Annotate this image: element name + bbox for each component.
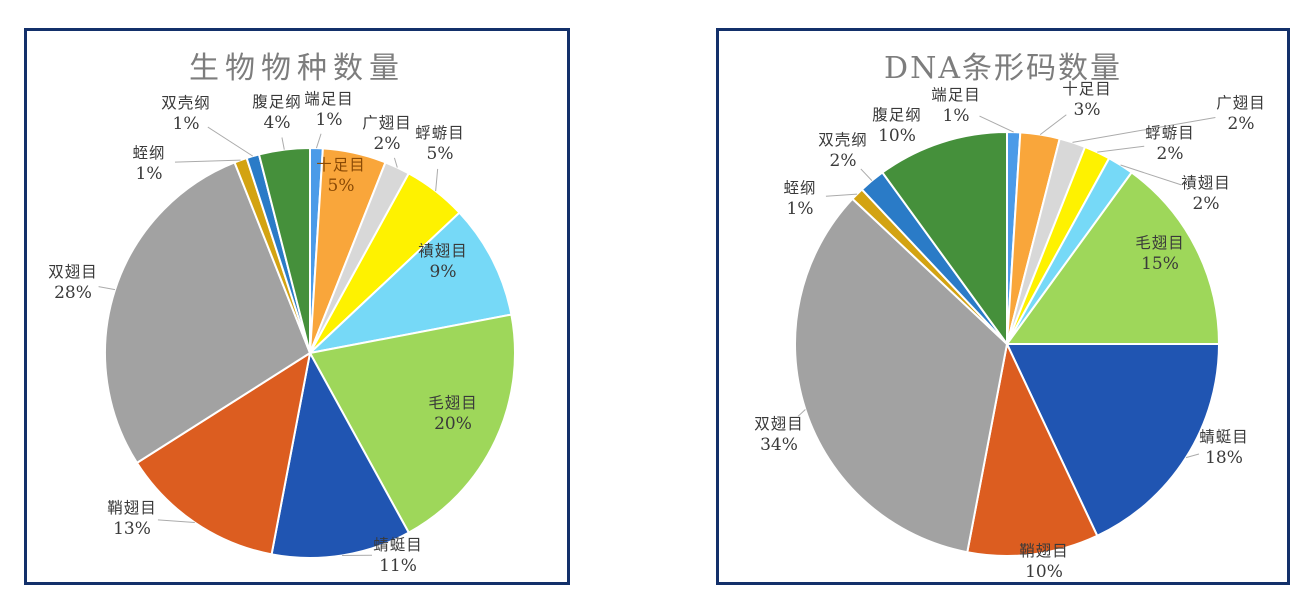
slice-percent-label: 20% — [434, 414, 472, 434]
leader-line — [1185, 453, 1200, 459]
slice-name-label: 襀翅目 — [418, 242, 468, 260]
slice-name-label: 鞘翅目 — [1019, 542, 1069, 560]
slice-name-label: 毛翅目 — [428, 394, 478, 412]
leader-line — [1039, 114, 1067, 136]
leader-line — [435, 168, 439, 192]
leader-line — [979, 115, 1014, 133]
slice-percent-label: 5% — [427, 144, 454, 164]
slice-percent-label: 34% — [760, 435, 798, 455]
leader-line — [1097, 145, 1145, 153]
species-count-pie: 端足目 1% 十足目 5% 广翅目 2% 蜉蝣目 5% 襀翅目 9% 毛翅目 20% 蜻蜓目 11% 鞘翅目… — [48, 90, 516, 576]
dna-barcode-chart-panel: DNA条形码数量 端足目 1% 十足目 3% 广翅目 2% 蜉蝣目 2% 襀翅目 2% 毛翅目 15%… — [716, 28, 1290, 585]
slice-percent-label: 3% — [1074, 100, 1101, 120]
pie-slice — [1005, 171, 1221, 345]
slice-percent-label: 2% — [1157, 144, 1184, 164]
chart-title: DNA条形码数量 — [884, 51, 1122, 86]
leader-line — [315, 133, 322, 149]
slice-name-label: 毛翅目 — [1135, 234, 1185, 252]
slice-name-label: 蛭纲 — [783, 179, 816, 197]
slice-percent-label: 1% — [136, 164, 163, 184]
slice-name-label: 广翅目 — [1216, 94, 1266, 112]
slice-percent-label: 5% — [328, 176, 355, 196]
leader-line — [98, 286, 116, 291]
pie-slice — [257, 146, 311, 354]
leader-line — [207, 126, 254, 157]
slice-name-label: 襀翅目 — [1181, 174, 1231, 192]
slice-name-label: 蜉蝣目 — [1145, 124, 1195, 142]
slice-percent-label: 9% — [430, 262, 457, 282]
species-count-chart-panel: 生物物种数量 端足目 1% 十足目 5% 广翅目 2% 蜉蝣目 5% 襀翅目 9% 毛翅目 20% 蜻蜓… — [24, 28, 570, 585]
slice-name-label: 十足目 — [1062, 80, 1112, 98]
slice-percent-label: 2% — [1193, 194, 1220, 214]
pie-slice — [880, 130, 1008, 348]
slice-percent-label: 28% — [54, 283, 92, 303]
slice-name-label: 双翅目 — [754, 415, 804, 433]
slice-name-label: 十足目 — [316, 156, 366, 174]
leader-line — [825, 193, 858, 197]
pie-slice — [104, 161, 312, 465]
slice-percent-label: 1% — [943, 106, 970, 126]
leader-line — [393, 157, 398, 168]
slice-name-label: 鞘翅目 — [107, 499, 157, 517]
pie-slice — [135, 350, 312, 556]
pie-slice — [966, 340, 1099, 557]
slice-percent-label: 10% — [878, 126, 916, 146]
leader-line — [174, 159, 241, 163]
slice-name-label: 广翅目 — [362, 114, 412, 132]
slice-percent-label: 2% — [1228, 114, 1255, 134]
slice-percent-label: 15% — [1141, 254, 1179, 274]
slice-name-label: 端足目 — [931, 86, 981, 104]
leader-line — [157, 519, 195, 524]
slice-name-label: 蜉蝣目 — [415, 124, 465, 142]
dna-barcode-pie: 端足目 1% 十足目 3% 广翅目 2% 蜉蝣目 2% 襀翅目 2% 毛翅目 15% 蜻蜓目 18% 鞘翅目… — [754, 80, 1266, 582]
slice-name-label: 腹足纲 — [872, 106, 922, 124]
chart-title: 生物物种数量 — [189, 51, 405, 86]
slice-percent-label: 1% — [787, 199, 814, 219]
leader-line — [1072, 116, 1216, 143]
slice-name-label: 双壳纲 — [818, 131, 868, 149]
slice-name-label: 端足目 — [304, 90, 354, 108]
slice-percent-label: 18% — [1205, 448, 1243, 468]
leader-line — [1120, 164, 1182, 186]
slice-name-label: 蜻蜓目 — [373, 536, 423, 554]
pie-slice — [306, 211, 513, 355]
leader-line — [281, 137, 285, 150]
slice-percent-label: 4% — [264, 113, 291, 133]
slice-percent-label: 11% — [379, 556, 417, 576]
slice-percent-label: 1% — [316, 110, 343, 130]
pie-slice — [308, 313, 516, 535]
slice-name-label: 双壳纲 — [161, 94, 211, 112]
pie-slice — [1005, 343, 1221, 538]
leader-line — [797, 409, 806, 417]
slice-name-label: 蛭纲 — [132, 144, 165, 162]
slice-percent-label: 10% — [1025, 562, 1063, 582]
slice-name-label: 双翅目 — [48, 263, 98, 281]
slice-percent-label: 2% — [830, 151, 857, 171]
slice-percent-label: 2% — [374, 134, 401, 154]
slice-percent-label: 13% — [113, 519, 151, 539]
slice-percent-label: 1% — [173, 114, 200, 134]
pie-slice — [794, 197, 1009, 554]
slice-name-label: 腹足纲 — [252, 93, 302, 111]
slice-name-label: 蜻蜓目 — [1199, 428, 1249, 446]
pie-slice — [270, 350, 411, 559]
leader-line — [860, 168, 873, 181]
